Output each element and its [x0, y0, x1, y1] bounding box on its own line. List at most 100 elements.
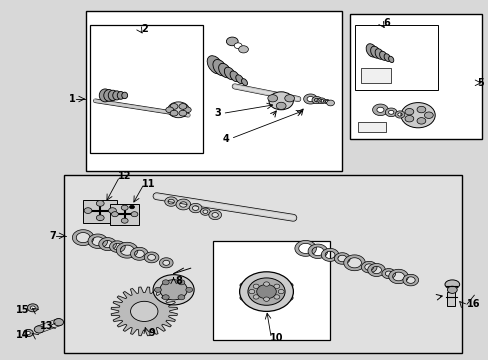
Circle shape [170, 104, 178, 109]
Circle shape [178, 295, 184, 300]
Circle shape [27, 304, 38, 312]
Wedge shape [394, 111, 404, 118]
Bar [349, 14, 481, 139]
Circle shape [179, 104, 186, 109]
Wedge shape [334, 253, 349, 264]
Text: 13: 13 [40, 321, 53, 331]
Circle shape [404, 116, 413, 122]
Ellipse shape [282, 295, 292, 301]
Circle shape [416, 106, 425, 113]
Wedge shape [189, 203, 202, 213]
Circle shape [108, 208, 116, 213]
Ellipse shape [117, 91, 124, 99]
Circle shape [185, 287, 192, 292]
Circle shape [96, 215, 104, 221]
Circle shape [247, 278, 285, 305]
Bar [447, 292, 454, 306]
Wedge shape [361, 261, 376, 273]
Circle shape [248, 289, 254, 294]
Circle shape [253, 295, 259, 299]
Text: 11: 11 [142, 179, 156, 189]
Wedge shape [109, 241, 125, 252]
Wedge shape [164, 197, 177, 206]
Circle shape [178, 280, 184, 285]
Ellipse shape [108, 90, 118, 100]
Bar [354, 25, 437, 90]
Polygon shape [111, 287, 177, 336]
Circle shape [179, 110, 186, 116]
Circle shape [30, 306, 35, 310]
Circle shape [239, 272, 293, 311]
Circle shape [129, 205, 134, 209]
Circle shape [447, 286, 456, 293]
Wedge shape [385, 108, 396, 117]
Circle shape [183, 107, 191, 113]
Bar [83, 200, 117, 223]
Circle shape [404, 108, 413, 115]
Circle shape [54, 319, 63, 326]
Circle shape [256, 284, 276, 299]
Ellipse shape [122, 92, 127, 99]
Circle shape [273, 295, 279, 299]
Circle shape [253, 284, 259, 288]
Text: 14: 14 [16, 330, 29, 340]
Polygon shape [360, 68, 390, 83]
Ellipse shape [230, 71, 239, 82]
Wedge shape [343, 255, 365, 271]
Wedge shape [307, 244, 327, 258]
Text: 8: 8 [175, 276, 182, 286]
Circle shape [263, 297, 269, 301]
Ellipse shape [240, 295, 250, 301]
Ellipse shape [388, 56, 393, 63]
Ellipse shape [240, 282, 250, 288]
Text: 6: 6 [382, 18, 389, 28]
Circle shape [263, 282, 269, 286]
Circle shape [276, 102, 285, 109]
Wedge shape [402, 274, 418, 286]
Ellipse shape [224, 67, 235, 80]
Text: 10: 10 [269, 333, 283, 343]
Ellipse shape [235, 75, 243, 84]
Ellipse shape [444, 280, 459, 289]
Circle shape [268, 92, 293, 110]
Wedge shape [88, 234, 107, 248]
Text: 7: 7 [49, 231, 56, 241]
Circle shape [326, 100, 334, 106]
Text: 4: 4 [222, 134, 229, 144]
Ellipse shape [218, 63, 231, 78]
Ellipse shape [379, 51, 386, 60]
Circle shape [26, 332, 30, 334]
Text: 16: 16 [466, 299, 480, 309]
Ellipse shape [113, 91, 121, 100]
Wedge shape [388, 269, 407, 284]
Ellipse shape [374, 49, 383, 59]
Circle shape [165, 107, 173, 113]
Ellipse shape [212, 59, 227, 76]
Wedge shape [367, 264, 385, 276]
Circle shape [160, 280, 187, 300]
Circle shape [153, 275, 194, 305]
Circle shape [267, 95, 277, 102]
Wedge shape [130, 247, 148, 260]
Circle shape [130, 301, 158, 321]
Circle shape [131, 302, 157, 321]
Wedge shape [159, 258, 173, 268]
Ellipse shape [383, 54, 390, 62]
Circle shape [170, 110, 178, 116]
Wedge shape [144, 252, 159, 263]
Wedge shape [321, 248, 338, 261]
Wedge shape [294, 240, 316, 256]
Text: 1: 1 [69, 94, 76, 104]
Wedge shape [303, 94, 317, 104]
Bar [63, 175, 461, 353]
Ellipse shape [207, 56, 223, 74]
Wedge shape [176, 199, 190, 210]
Circle shape [121, 218, 128, 223]
Circle shape [226, 37, 238, 46]
Circle shape [278, 289, 284, 294]
Circle shape [34, 326, 44, 333]
Wedge shape [208, 210, 221, 220]
Circle shape [131, 212, 138, 217]
Text: 2: 2 [141, 24, 147, 34]
Wedge shape [372, 104, 387, 116]
